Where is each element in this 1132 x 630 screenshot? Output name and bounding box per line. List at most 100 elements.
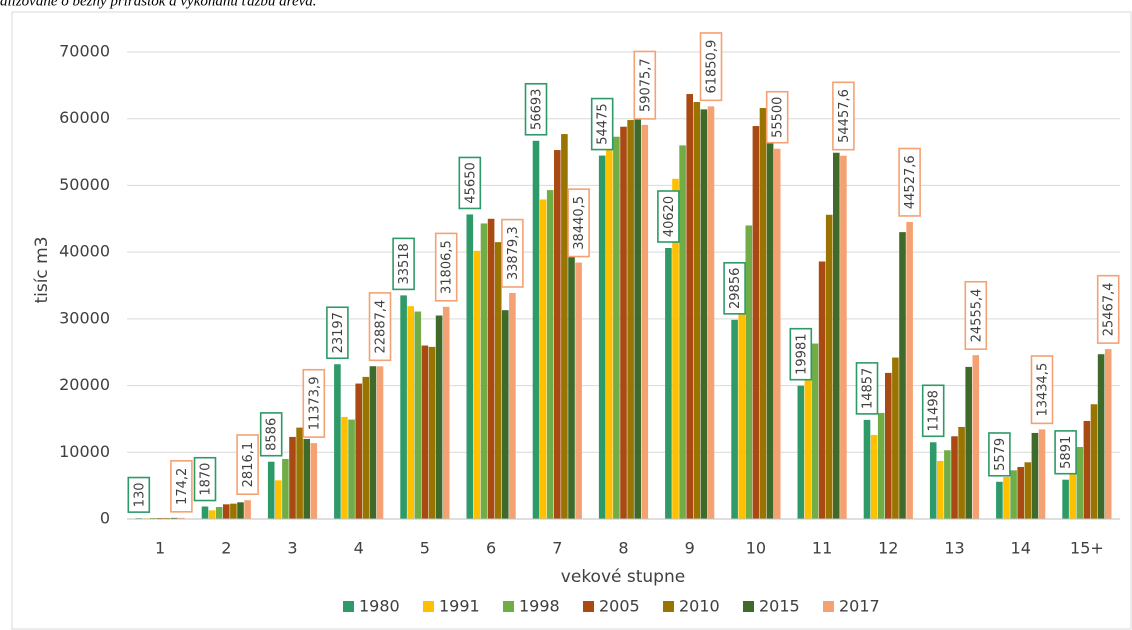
x-tick-label: 13 [944,539,964,558]
bar [546,190,554,519]
bar [877,412,885,519]
legend-label: 2017 [839,597,880,616]
bar [362,376,370,519]
bar [937,460,944,519]
bar [773,148,781,519]
bar [348,419,355,519]
bar [163,517,171,519]
bar [355,383,362,519]
bar [738,306,745,519]
data-label-text: 59075,7 [638,58,653,112]
bar [289,436,296,519]
bar [149,517,157,519]
data-label-text: 54475 [596,103,611,144]
bar [532,140,540,519]
data-label: 24555,4 [964,280,988,350]
data-label-box [1096,274,1120,344]
bar [575,262,582,519]
data-label-text: 130 [132,482,147,507]
data-label-box [259,412,283,457]
bar [435,315,443,519]
x-tick-label: 10 [746,539,766,558]
data-label: 11373,9 [302,368,326,438]
x-tick-label: 3 [287,539,297,558]
x-tick-label: 6 [486,539,496,558]
data-label-text: 44527,6 [903,155,918,209]
data-label: 29856 [723,262,746,315]
data-label: 33518 [392,237,415,291]
y-tick-label: 40000 [59,242,110,261]
x-tick-label: 4 [354,539,364,558]
legend-label: 2005 [599,597,640,616]
data-label-text: 13434,5 [1036,363,1051,417]
bar [502,310,509,519]
legend-label: 1998 [519,597,560,616]
data-label-text: 23197 [331,312,346,353]
bar [275,480,282,519]
data-label-text: 5579 [993,438,1008,471]
bar [414,311,422,519]
data-label-text: 38440,5 [572,196,587,250]
bar [282,458,289,519]
x-tick-label: 11 [812,539,832,558]
bar [1104,349,1112,519]
bar [679,145,686,519]
x-tick-label: 8 [618,539,628,558]
bar [951,436,958,519]
data-label: 59075,7 [633,50,657,120]
bar [965,366,972,519]
data-label-text: 54457,6 [837,89,852,143]
data-label: 14857 [855,362,879,415]
data-label-text: 174,2 [175,468,190,505]
data-label-text: 2816,1 [241,442,256,488]
data-label-text: 61850,9 [705,40,720,94]
data-label-text: 11373,9 [307,377,322,431]
data-label: 11498 [921,384,945,438]
bar [201,506,209,519]
bar [944,450,951,519]
data-label-box [326,306,349,360]
data-label-box [1030,355,1054,425]
bar [568,243,575,519]
bar [804,375,812,519]
data-label-text: 1870 [199,463,214,496]
data-label-box [855,362,879,415]
data-label-box [434,232,458,302]
data-label: 54475 [590,97,614,151]
bar [442,306,450,519]
data-label-text: 33518 [397,243,412,284]
data-label-text: 25467,4 [1102,283,1117,337]
legend-label: 2015 [759,597,800,616]
data-label-text: 22887,4 [374,300,389,354]
bar [473,250,481,519]
y-tick-label: 70000 [59,42,110,61]
legend-swatch [423,601,434,612]
bar [1003,476,1010,519]
bar [237,502,244,519]
bar [208,510,216,519]
bar [634,116,641,519]
data-label: 25467,4 [1096,274,1120,344]
bar [811,343,819,519]
bar [906,221,913,519]
x-tick-label: 15+ [1070,539,1104,558]
bar [641,124,649,520]
bar [665,248,672,519]
bar [310,443,318,519]
data-label-text: 33879,3 [506,226,521,280]
x-tick-label: 12 [878,539,898,558]
y-tick-label: 50000 [59,175,110,194]
bar [1069,466,1076,519]
bar [421,345,429,519]
bar [1010,470,1017,519]
bar [341,416,348,519]
y-axis-title: tisíc m3 [32,236,52,303]
bar [606,136,613,519]
data-label-box [723,262,746,315]
bar [230,503,237,519]
data-label: 22887,4 [368,292,392,362]
bar [627,120,634,519]
bar [693,102,701,520]
data-label-text: 19981 [794,334,809,375]
